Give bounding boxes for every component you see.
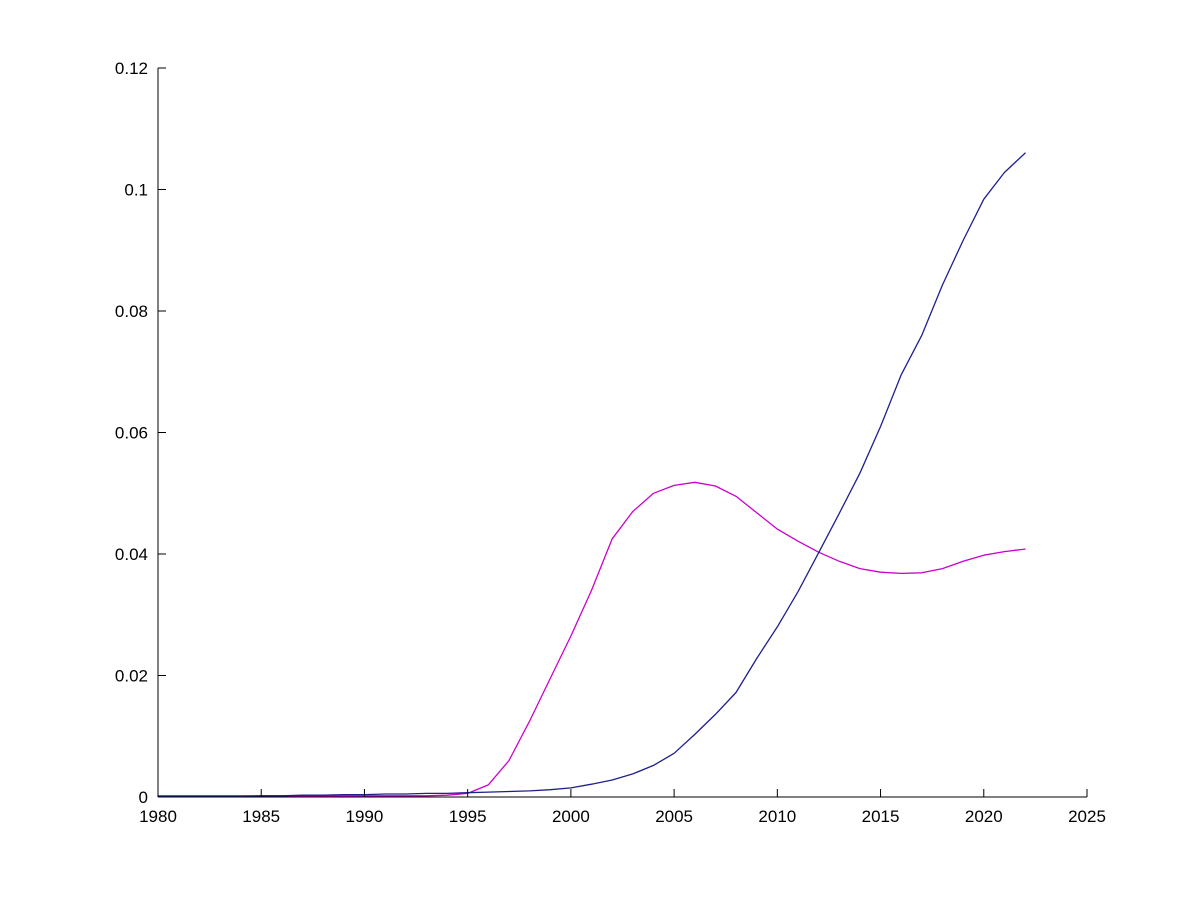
y-tick-label: 0.08 [115,302,148,321]
y-tick-label: 0.02 [115,667,148,686]
blue-series-line [157,152,1026,798]
x-tick-label: 1980 [139,807,177,826]
x-tick-label: 1985 [242,807,280,826]
y-tick-label: 0.1 [124,181,148,200]
y-tick-label: 0.04 [115,545,148,564]
x-tick-label: 1995 [449,807,487,826]
y-tick-label: 0.12 [115,59,148,78]
y-tick-label: 0 [139,788,148,807]
x-tick-label: 2000 [552,807,590,826]
x-tick-label: 2025 [1068,807,1106,826]
x-tick-label: 2010 [758,807,796,826]
x-tick-label: 1990 [346,807,384,826]
y-tick-label: 0.06 [115,424,148,443]
x-tick-label: 2020 [965,807,1003,826]
x-tick-label: 2015 [862,807,900,826]
magenta-series-line [157,481,1026,797]
x-tick-label: 2005 [655,807,693,826]
